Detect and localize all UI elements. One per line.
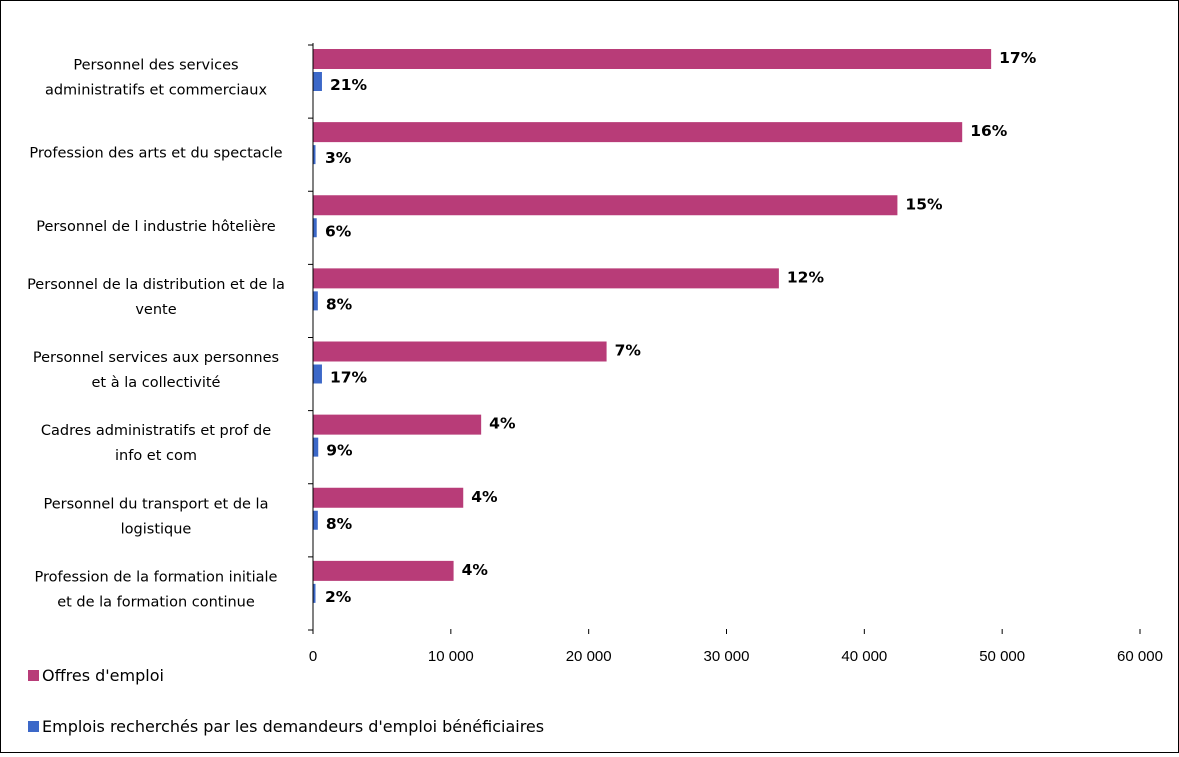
data-label-emplois: 21% bbox=[330, 76, 368, 94]
category-label: Personnel de la distribution et de la bbox=[27, 277, 285, 293]
data-label-offres: 4% bbox=[462, 561, 489, 579]
bar-offres bbox=[313, 414, 482, 435]
bar-offres bbox=[313, 487, 464, 508]
data-label-emplois: 8% bbox=[326, 515, 353, 533]
category-label: info et com bbox=[115, 448, 197, 464]
category-label: Personnel des services bbox=[73, 58, 238, 74]
category-label: Profession des arts et du spectacle bbox=[29, 146, 282, 162]
data-label-emplois: 6% bbox=[325, 222, 352, 240]
data-label-offres: 15% bbox=[905, 195, 943, 213]
data-label-offres: 17% bbox=[999, 49, 1037, 67]
bar-offres bbox=[313, 560, 454, 581]
x-tick-label: 20 000 bbox=[566, 648, 612, 665]
data-label-emplois: 8% bbox=[326, 295, 353, 313]
data-label-emplois: 2% bbox=[325, 588, 352, 606]
category-label: logistique bbox=[121, 521, 192, 537]
data-label-emplois: 17% bbox=[330, 369, 368, 387]
bar-offres bbox=[313, 341, 607, 362]
category-label: administratifs et commerciaux bbox=[45, 83, 267, 99]
x-tick-label: 40 000 bbox=[841, 648, 887, 665]
category-label: et à la collectivité bbox=[92, 375, 221, 391]
data-label-offres: 12% bbox=[787, 268, 825, 286]
x-tick-label: 60 000 bbox=[1117, 648, 1163, 665]
x-tick-label: 10 000 bbox=[428, 648, 474, 665]
bar-emplois bbox=[313, 437, 319, 457]
category-label: et de la formation continue bbox=[57, 594, 255, 610]
bar-emplois bbox=[313, 510, 318, 530]
category-label: vente bbox=[135, 302, 176, 318]
legend-label-offres: Offres d'emploi bbox=[42, 666, 164, 685]
bar-offres bbox=[313, 49, 992, 69]
data-label-offres: 4% bbox=[471, 488, 498, 506]
x-tick-label: 50 000 bbox=[979, 648, 1025, 665]
x-tick-label: 30 000 bbox=[704, 648, 750, 665]
legend-swatch-offres bbox=[28, 670, 39, 681]
legend-label-emplois: Emplois recherchés par les demandeurs d'… bbox=[42, 717, 544, 736]
bar-emplois bbox=[313, 218, 317, 238]
category-label: Cadres administratifs et prof de bbox=[41, 423, 271, 439]
bar-offres bbox=[313, 195, 898, 216]
x-tick-label: 0 bbox=[309, 648, 317, 665]
bar-emplois bbox=[313, 364, 322, 384]
bar-emplois bbox=[313, 145, 316, 165]
category-label: Personnel de l industrie hôtelière bbox=[36, 219, 276, 235]
bar-offres bbox=[313, 268, 779, 289]
legend-swatch-emplois bbox=[28, 721, 39, 732]
data-label-emplois: 9% bbox=[326, 442, 353, 460]
data-label-offres: 7% bbox=[615, 342, 642, 360]
bar-offres bbox=[313, 122, 963, 143]
data-label-emplois: 3% bbox=[325, 149, 352, 167]
category-label: Personnel services aux personnes bbox=[33, 350, 279, 366]
category-label: Personnel du transport et de la bbox=[44, 496, 269, 512]
bar-emplois bbox=[313, 72, 322, 91]
bar-emplois bbox=[313, 291, 318, 311]
bar-emplois bbox=[313, 583, 316, 603]
data-label-offres: 4% bbox=[489, 415, 516, 433]
category-label: Profession de la formation initiale bbox=[35, 569, 278, 585]
data-label-offres: 16% bbox=[970, 122, 1008, 140]
